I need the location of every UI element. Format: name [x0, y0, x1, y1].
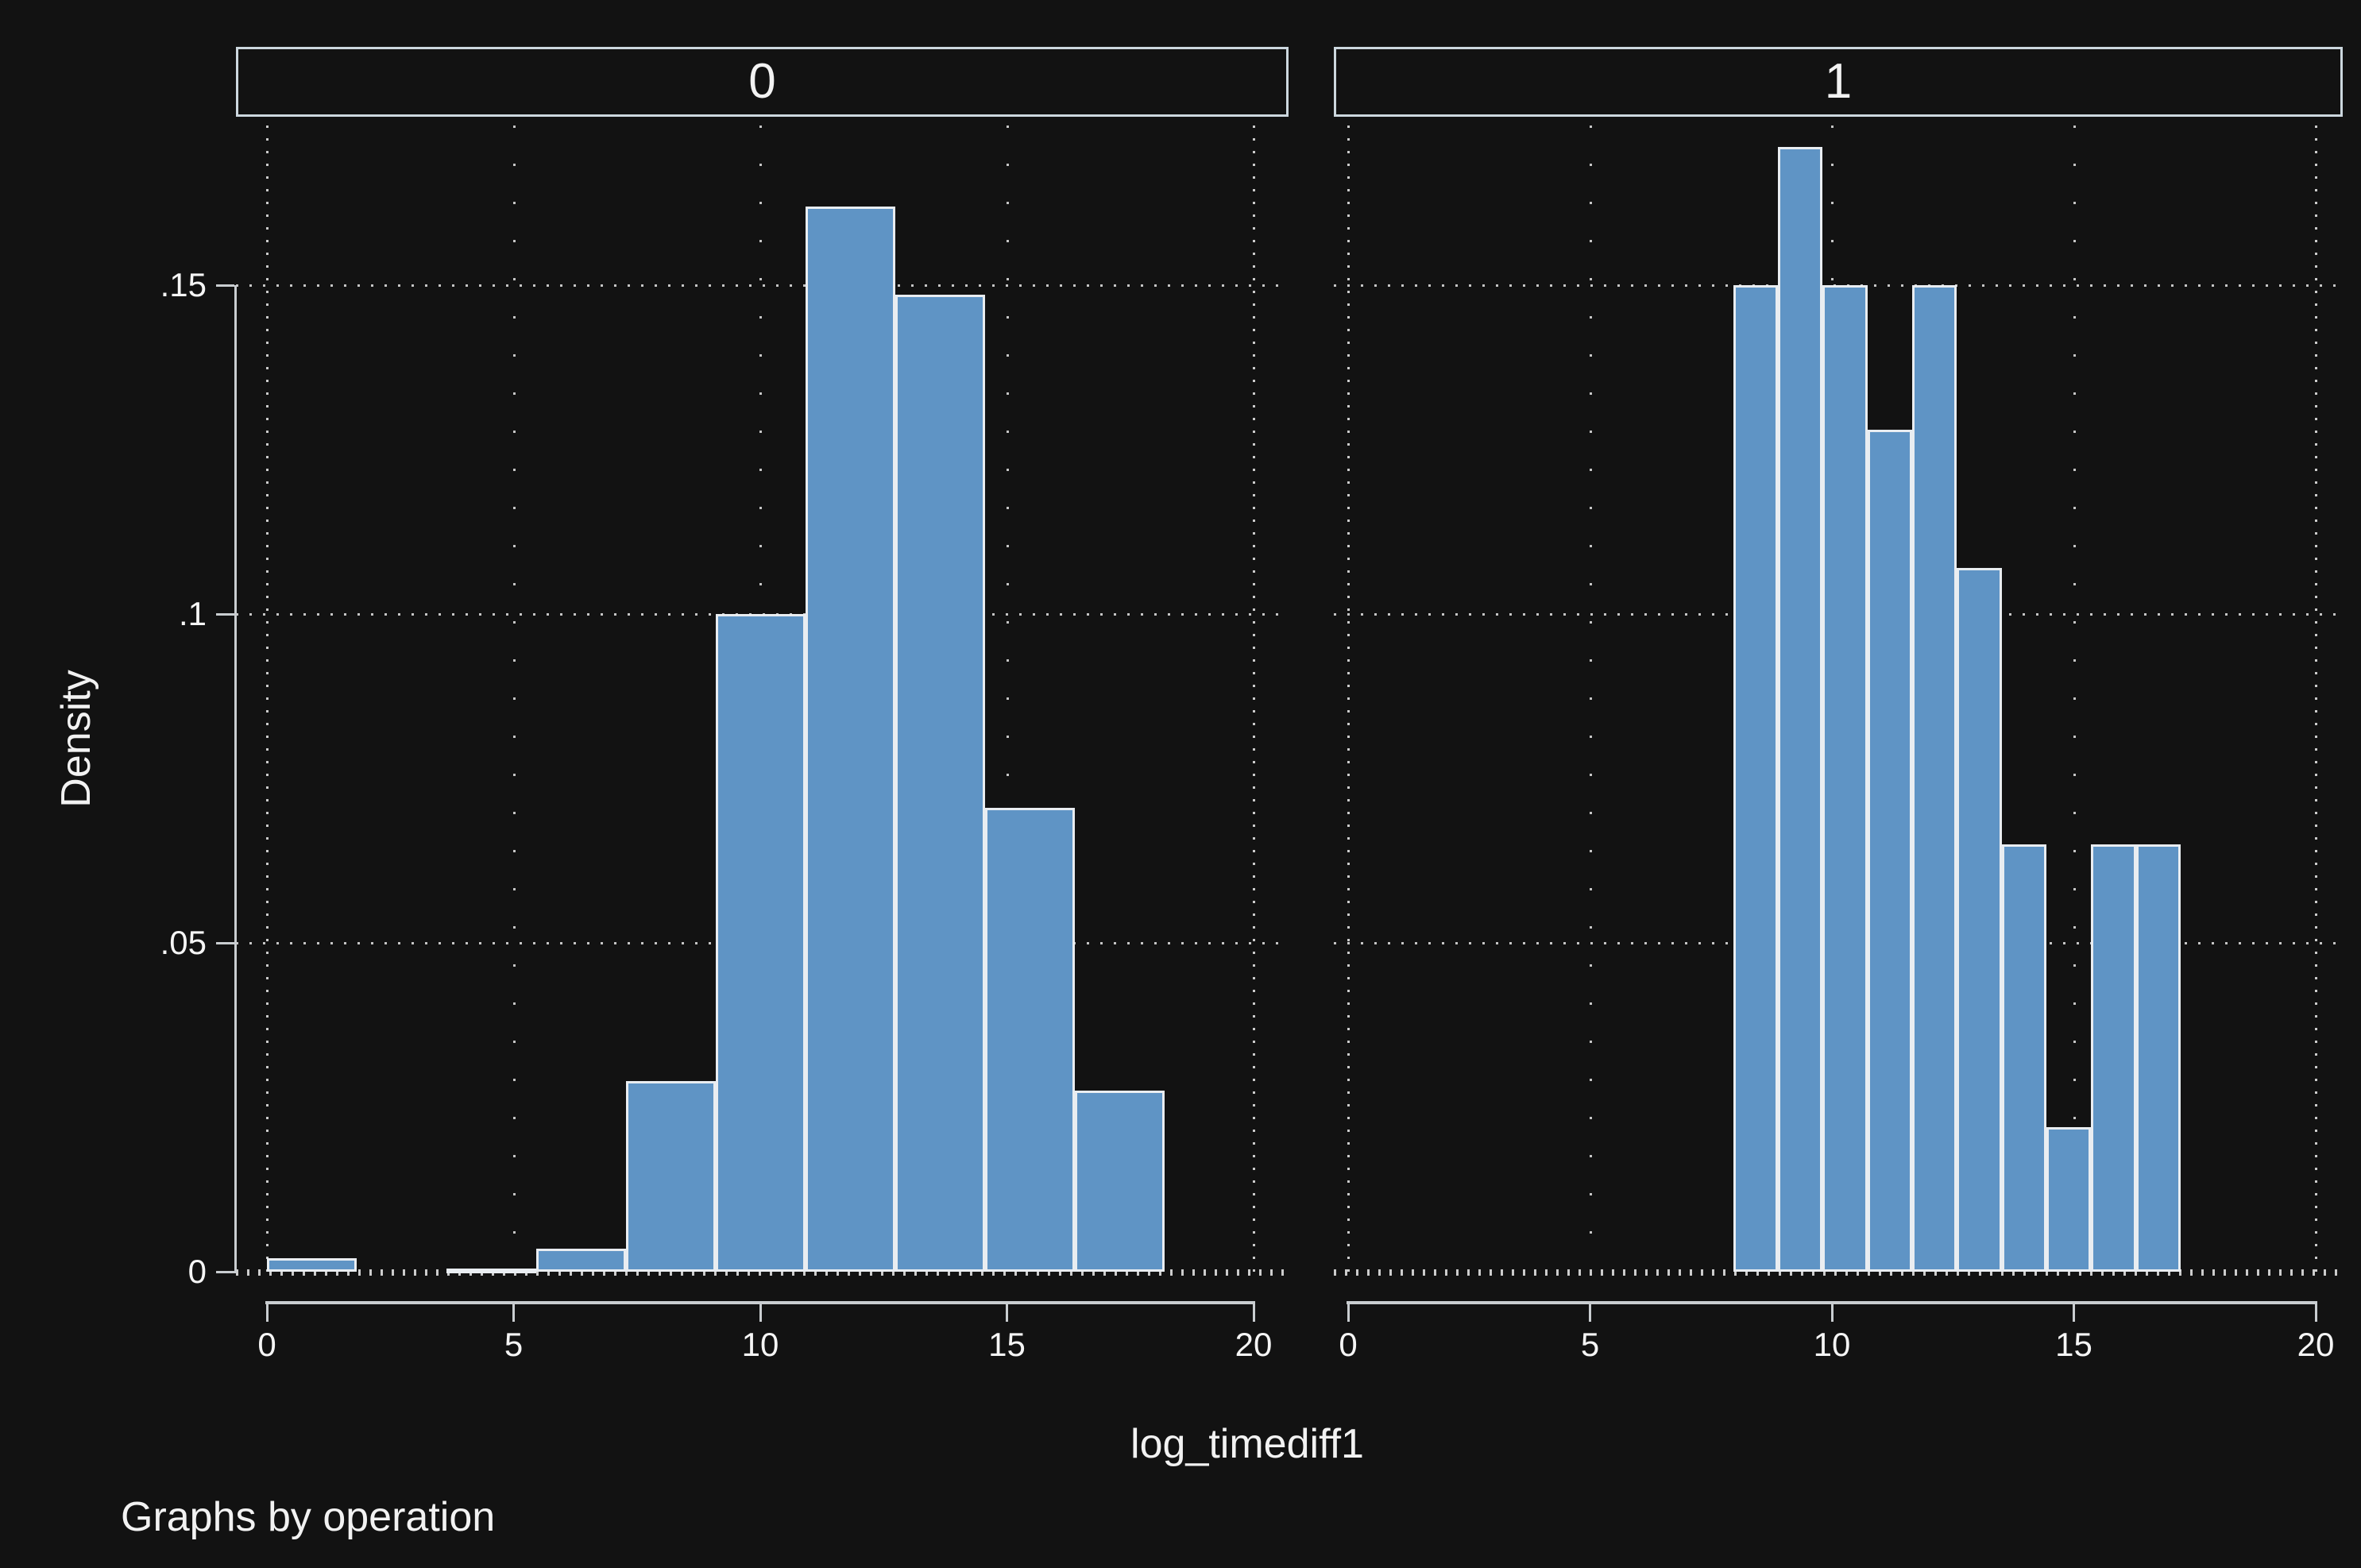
x-tick-label: 10	[741, 1326, 779, 1363]
baseline-gridline	[1334, 1269, 2338, 1276]
x-tick-mark	[2314, 1304, 2317, 1322]
x-gridline	[2315, 117, 2317, 1272]
baseline-gridline	[236, 1269, 1284, 1276]
figure-caption: Graphs by operation	[121, 1494, 496, 1540]
x-tick-label: 5	[1580, 1326, 1600, 1363]
x-tick-mark	[265, 1304, 269, 1322]
x-tick-mark	[2073, 1304, 2075, 1322]
x-tick-mark	[1252, 1304, 1255, 1322]
histogram-bar	[716, 614, 806, 1272]
histogram-bar	[1778, 147, 1823, 1272]
x-tick-mark	[1589, 1304, 1591, 1322]
x-tick-mark	[759, 1304, 762, 1322]
histogram-bar	[2091, 844, 2136, 1272]
histogram-bar	[985, 808, 1076, 1272]
y-axis-title: Density	[53, 670, 99, 808]
histogram-bar	[626, 1080, 717, 1272]
histogram-bar	[2135, 844, 2181, 1272]
x-axis-title: log_timediff1	[1130, 1421, 1364, 1467]
y-tick-mark	[216, 612, 234, 616]
y-tick-label: .05	[160, 924, 207, 961]
x-tick-label: 0	[1339, 1326, 1358, 1363]
histogram-bar	[1733, 285, 1779, 1272]
x-tick-label: 20	[2297, 1326, 2335, 1363]
panel-title-0: 0	[748, 54, 776, 109]
panel-title-1: 1	[1824, 54, 1853, 109]
histogram-bar	[1822, 285, 1868, 1272]
histogram-bar	[446, 1268, 537, 1273]
panel-title-box-0: 0	[236, 47, 1289, 117]
x-tick-mark	[512, 1304, 515, 1322]
x-gridline	[1589, 117, 1592, 1272]
x-gridline	[1006, 117, 1009, 1272]
y-tick-label: .1	[178, 595, 207, 632]
y-tick-mark	[216, 1270, 234, 1273]
histogram-bar	[1075, 1091, 1165, 1272]
y-tick-mark	[216, 941, 234, 944]
y-tick-mark	[216, 284, 234, 287]
x-axis-line	[1347, 1301, 2317, 1304]
x-tick-label: 5	[504, 1326, 524, 1363]
x-tick-label: 0	[257, 1326, 276, 1363]
x-gridline	[266, 117, 269, 1272]
x-axis-line	[265, 1301, 1255, 1304]
x-gridline	[2073, 117, 2076, 1272]
histogram-bar	[806, 206, 896, 1272]
panel-title-box-1: 1	[1334, 47, 2343, 117]
histogram-bar	[1957, 568, 2002, 1272]
x-tick-mark	[1347, 1304, 1350, 1322]
histogram-bar	[2046, 1126, 2092, 1272]
histogram-bar	[1912, 285, 1957, 1272]
histogram-bar	[895, 295, 986, 1272]
histogram-bar	[2001, 844, 2047, 1272]
x-tick-mark	[1006, 1304, 1008, 1322]
histogram-bar	[536, 1249, 627, 1272]
histogram-bar	[267, 1258, 357, 1272]
x-tick-label: 15	[2055, 1326, 2092, 1363]
x-tick-label: 15	[988, 1326, 1026, 1363]
y-axis-line	[234, 285, 237, 1273]
x-tick-label: 20	[1235, 1326, 1273, 1363]
x-tick-mark	[1830, 1304, 1834, 1322]
y-tick-label: .15	[160, 266, 207, 303]
x-tick-label: 10	[1813, 1326, 1851, 1363]
histogram-bar	[1867, 430, 1913, 1272]
y-tick-label: 0	[187, 1253, 207, 1290]
x-gridline	[1253, 117, 1255, 1272]
x-gridline	[512, 117, 516, 1272]
x-gridline	[1347, 117, 1350, 1272]
